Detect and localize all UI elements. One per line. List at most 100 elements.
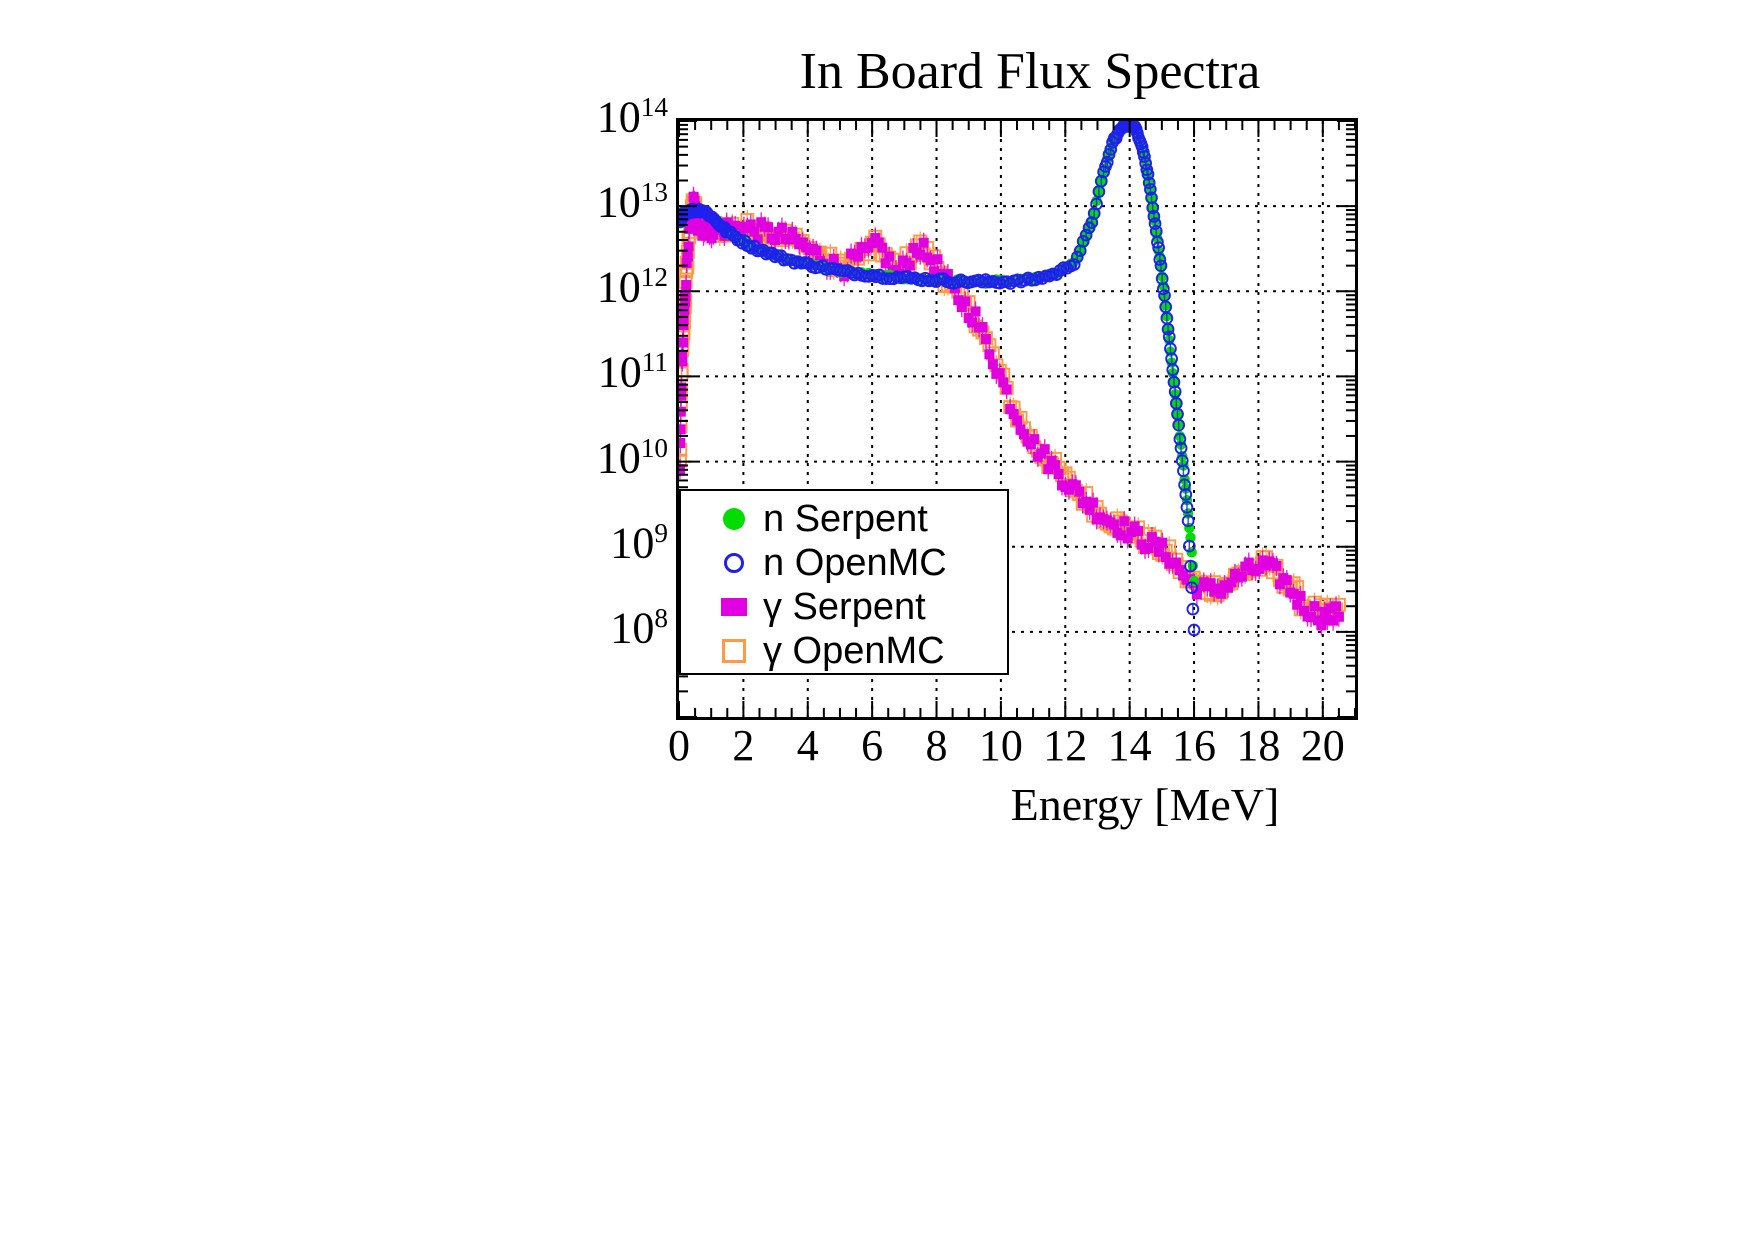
legend-item[interactable]: n OpenMC <box>681 541 1007 585</box>
data-point <box>1299 605 1310 616</box>
data-point <box>1184 559 1197 573</box>
x-tick-label: 8 <box>925 721 948 770</box>
y-tick-mantissa: 10 <box>597 348 642 398</box>
data-point <box>730 220 741 231</box>
y-tick-mantissa: 10 <box>596 262 641 312</box>
plot-svg <box>679 121 1355 717</box>
data-point <box>679 382 687 393</box>
data-point <box>787 226 798 237</box>
data-point <box>1090 197 1103 211</box>
data-point <box>1126 527 1137 538</box>
data-point <box>1053 469 1064 480</box>
data-point <box>1108 519 1119 530</box>
y-tick-exponent: 10 <box>640 432 668 463</box>
data-point <box>749 226 760 237</box>
data-point <box>884 251 895 262</box>
data-point <box>880 258 891 269</box>
data-point <box>679 315 689 326</box>
data-point <box>683 241 694 252</box>
legend-marker-open-circle-icon <box>711 553 757 573</box>
data-point <box>1063 484 1074 495</box>
data-point <box>1319 606 1330 617</box>
data-point <box>936 272 950 286</box>
data-point <box>1309 601 1320 612</box>
legend-item[interactable]: γ Serpent <box>681 585 1007 629</box>
data-point <box>953 295 964 306</box>
data-point <box>1185 581 1199 595</box>
y-tick-label: 1013 <box>597 179 668 225</box>
data-point <box>1223 582 1234 593</box>
x-tick-label: 20 <box>1300 721 1345 770</box>
data-point <box>1216 588 1227 599</box>
data-point <box>752 234 763 245</box>
data-point <box>970 306 981 317</box>
data-point <box>682 251 693 262</box>
data-point <box>1012 415 1023 426</box>
legend-swatch <box>721 598 747 616</box>
data-point <box>1150 536 1161 547</box>
data-point <box>1281 575 1292 586</box>
data-point <box>873 268 886 282</box>
data-point <box>1157 537 1168 548</box>
data-point <box>1186 547 1197 558</box>
data-point <box>1177 464 1190 478</box>
data-point <box>1076 234 1090 248</box>
data-point <box>1182 539 1196 553</box>
data-point <box>1070 480 1081 491</box>
y-tick-mantissa: 10 <box>596 177 641 227</box>
data-point <box>1167 375 1181 389</box>
data-point <box>776 222 787 233</box>
y-tick-exponent: 8 <box>654 602 668 633</box>
legend-item[interactable]: γ OpenMC <box>681 629 1007 673</box>
legend-swatch <box>724 553 744 573</box>
data-point <box>1085 216 1099 229</box>
data-point <box>1226 577 1237 588</box>
data-point <box>1254 563 1265 574</box>
data-point <box>1288 588 1299 599</box>
data-point <box>684 223 695 234</box>
data-point <box>980 333 991 344</box>
data-point <box>1271 560 1282 571</box>
data-point <box>977 322 988 333</box>
data-point <box>770 234 781 245</box>
legend-swatch <box>723 508 745 530</box>
data-point <box>1257 555 1268 566</box>
data-point <box>691 215 702 226</box>
data-point <box>1039 444 1050 455</box>
data-point <box>984 349 995 360</box>
data-point <box>925 255 936 266</box>
data-point <box>1188 575 1200 587</box>
legend-marker-filled-square-icon <box>711 598 757 616</box>
data-point <box>1153 546 1164 557</box>
y-tick-mantissa: 10 <box>596 433 641 483</box>
y-tick-mantissa: 10 <box>610 603 655 653</box>
data-point <box>681 280 692 291</box>
data-point <box>679 356 688 367</box>
data-point <box>1212 583 1223 594</box>
data-point <box>1160 552 1171 563</box>
data-point <box>1166 363 1180 377</box>
data-point <box>1141 167 1155 181</box>
data-point <box>1181 514 1195 528</box>
data-point <box>956 302 967 313</box>
data-point <box>1147 209 1161 223</box>
data-point <box>1050 460 1061 471</box>
y-tick-exponent: 14 <box>640 92 668 122</box>
data-point <box>1180 501 1194 514</box>
data-point <box>679 337 689 348</box>
data-point <box>790 234 801 245</box>
data-point <box>679 424 686 435</box>
data-point <box>1081 496 1092 507</box>
data-point <box>873 237 884 248</box>
legend-item[interactable]: n Serpent <box>681 497 1007 541</box>
y-tick-exponent: 13 <box>640 177 668 208</box>
y-tick-mantissa: 10 <box>610 518 655 568</box>
data-point <box>1153 253 1167 266</box>
data-point <box>1328 615 1339 626</box>
data-point <box>994 368 1005 379</box>
data-point <box>1146 201 1160 215</box>
data-point <box>1143 543 1154 554</box>
data-point <box>1119 516 1130 527</box>
data-point <box>1191 589 1202 600</box>
data-point <box>1053 264 1067 277</box>
